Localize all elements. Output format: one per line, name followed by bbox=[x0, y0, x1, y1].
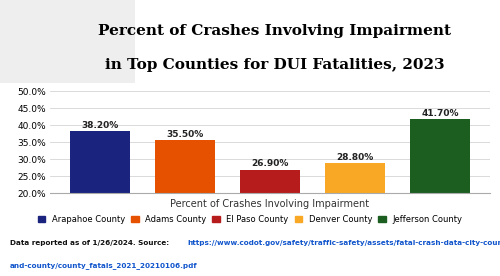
Text: 28.80%: 28.80% bbox=[336, 153, 374, 162]
Text: 26.90%: 26.90% bbox=[252, 159, 288, 168]
Bar bbox=[410, 119, 470, 261]
Text: in Top Counties for DUI Fatalities, 2023: in Top Counties for DUI Fatalities, 2023 bbox=[105, 58, 445, 71]
Text: https://www.codot.gov/safety/traffic-safety/assets/fatal-crash-data-city-county/: https://www.codot.gov/safety/traffic-saf… bbox=[188, 240, 500, 246]
Bar bbox=[240, 170, 300, 261]
X-axis label: Percent of Crashes Involving Impairment: Percent of Crashes Involving Impairment bbox=[170, 199, 370, 209]
Bar bbox=[70, 131, 130, 261]
Text: and-county/county_fatals_2021_20210106.pdf: and-county/county_fatals_2021_20210106.p… bbox=[10, 262, 198, 269]
Legend: Arapahoe County, Adams County, El Paso County, Denver County, Jefferson County: Arapahoe County, Adams County, El Paso C… bbox=[38, 215, 462, 224]
Text: 41.70%: 41.70% bbox=[422, 109, 459, 118]
Text: 35.50%: 35.50% bbox=[166, 130, 203, 139]
Text: Data reported as of 1/26/2024. Source:: Data reported as of 1/26/2024. Source: bbox=[10, 240, 172, 246]
Bar bbox=[155, 140, 214, 261]
Bar bbox=[326, 163, 385, 261]
Text: 38.20%: 38.20% bbox=[81, 121, 118, 130]
Bar bbox=[0, 0, 135, 83]
Text: Percent of Crashes Involving Impairment: Percent of Crashes Involving Impairment bbox=[98, 25, 452, 38]
